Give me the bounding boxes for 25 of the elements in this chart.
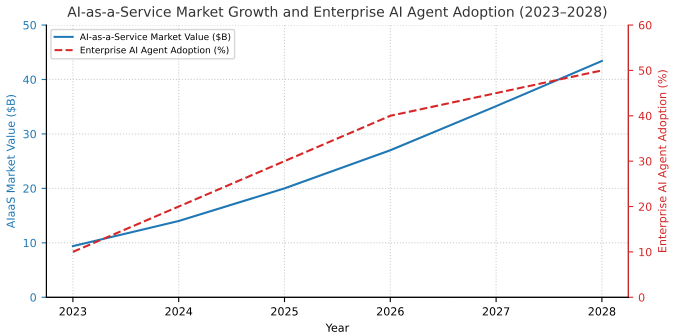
y-axis-title: AIaaS Market Value ($B) — [6, 95, 16, 228]
y2-tick-label: 10 — [639, 248, 652, 256]
legend-label: Enterprise AI Agent Adoption (%) — [80, 46, 228, 56]
y2-tick-label: 60 — [638, 21, 652, 30]
legend-label: AI-as-a-Service Market Value ($B) — [80, 33, 230, 42]
y2-tick-label: 20 — [638, 202, 652, 211]
x-tick-label: 2025 — [271, 307, 298, 316]
x-tick-label: 2026 — [376, 307, 404, 316]
y-tick-label: 50 — [23, 21, 36, 30]
x-tick-label: 2024 — [165, 307, 192, 316]
y2-tick-label: 40 — [638, 112, 652, 120]
x-tick-label: 2028 — [588, 307, 616, 316]
x-axis-title: Year — [326, 324, 350, 332]
y-tick-label: 30 — [23, 130, 36, 138]
y2-axis-title: Enterprise AI Agent Adoption (%) — [658, 70, 669, 252]
x-tick-label: 2023 — [60, 307, 86, 316]
y2-tick-label: 50 — [638, 66, 652, 75]
y-tick-label: 10 — [24, 238, 36, 248]
chart-title: AI-as-a-Service Market Growth and Enterprise AI Agent Adoption (2023–2028) — [67, 6, 606, 20]
y2-tick-label: 0 — [638, 293, 644, 302]
y2-tick-label: 30 — [638, 157, 652, 166]
y-tick-label: 40 — [23, 75, 36, 84]
y-tick-label: 20 — [23, 184, 36, 193]
y-tick-label: 0 — [30, 293, 36, 302]
x-tick-label: 2027 — [482, 307, 510, 316]
